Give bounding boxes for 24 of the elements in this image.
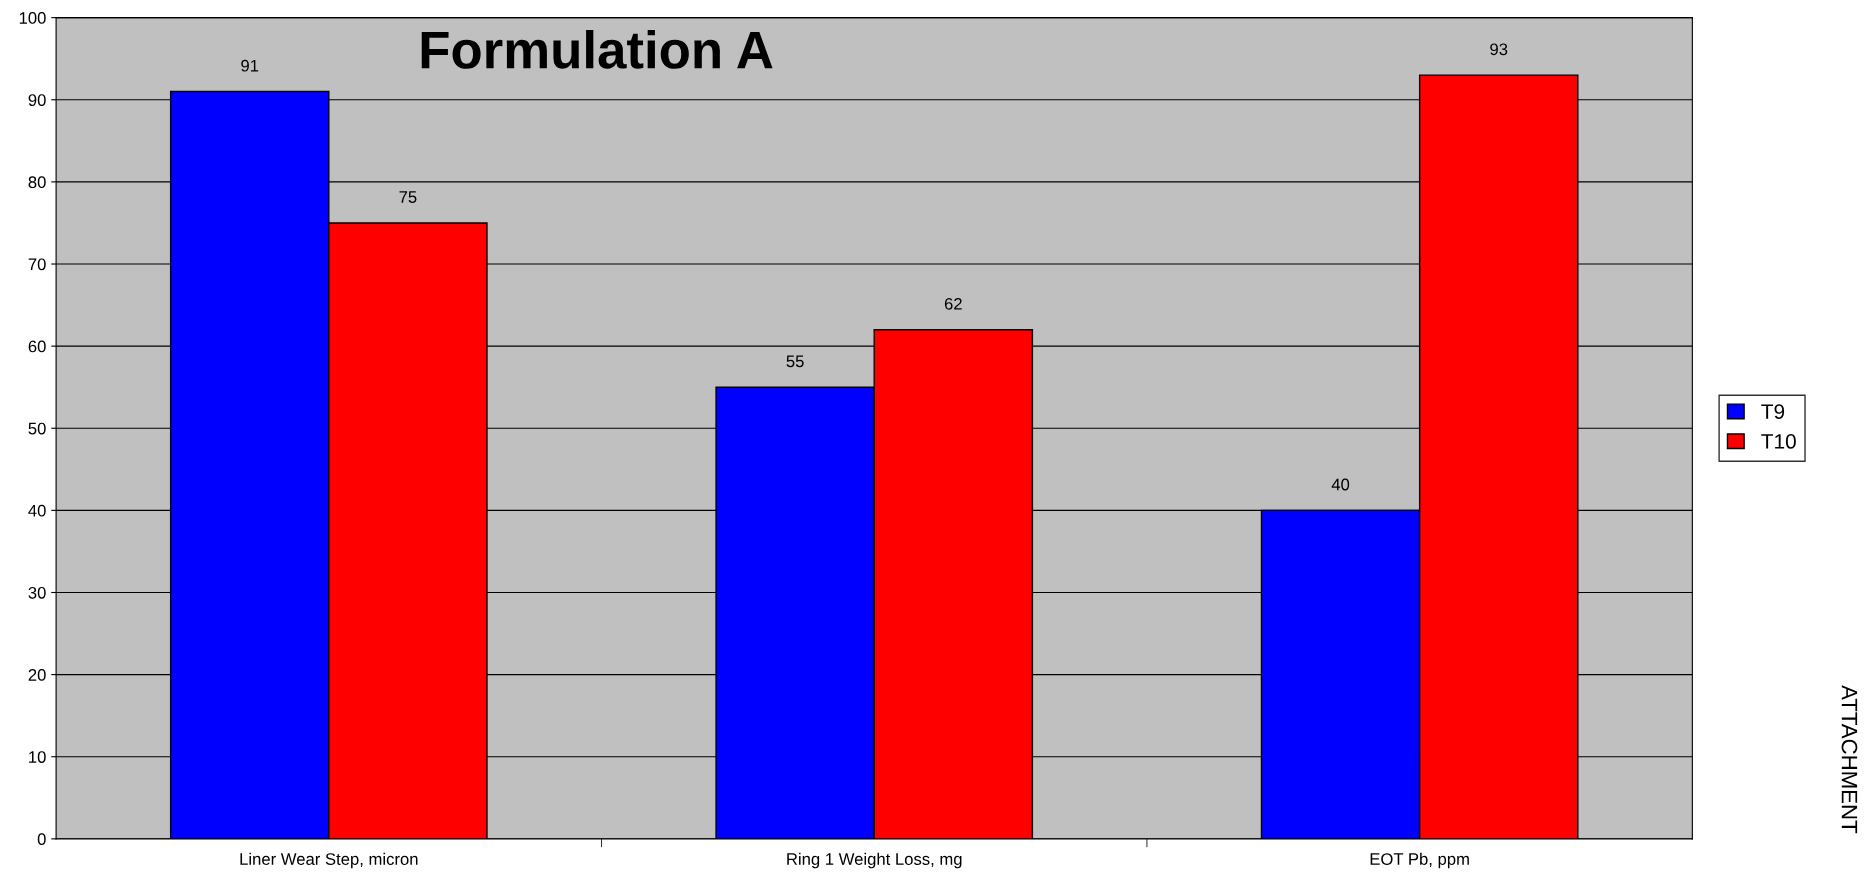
data-label: 55 — [786, 355, 804, 368]
y-tick-label: 0 — [37, 833, 46, 846]
text: ATTACHMENT — [1841, 685, 1858, 834]
y-tick-label: 10 — [29, 751, 46, 763]
x-tick-label: Liner Wear Step, micron — [240, 852, 418, 869]
legend-label: T9 — [1761, 404, 1785, 419]
x-tick-label: Ring 1 Weight Loss, mg — [787, 852, 962, 869]
y-tick-label: 50 — [28, 422, 46, 435]
data-label: 40 — [1331, 478, 1350, 491]
data-label: 93 — [1490, 43, 1508, 56]
y-tick-label: 40 — [28, 504, 46, 517]
data-label: 75 — [399, 191, 417, 203]
legend-label: T10 — [1761, 434, 1796, 449]
x-tick-label: EOT Pb, ppm — [1370, 852, 1469, 869]
y-tick-label: 60 — [28, 340, 46, 353]
data-label: 91 — [241, 59, 259, 72]
y-tick-label: 30 — [28, 586, 46, 599]
y-tick-label: 20 — [28, 669, 46, 681]
y-tick-label: 90 — [28, 94, 46, 106]
chart-title: Formulation A — [421, 30, 773, 69]
y-tick-label: 70 — [28, 258, 46, 271]
y-tick-label: 80 — [28, 176, 46, 189]
data-label: 62 — [944, 297, 962, 310]
y-tick-label: 100 — [19, 12, 46, 24]
